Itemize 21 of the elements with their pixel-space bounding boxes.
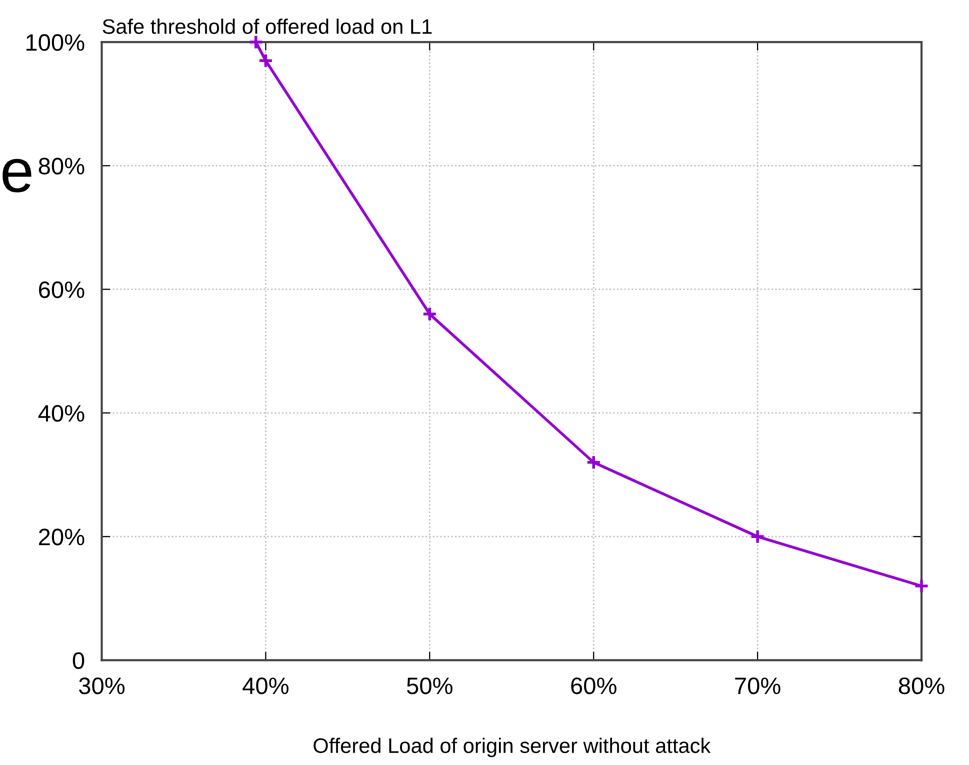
x-axis-title: Offered Load of origin server without attack [314, 738, 711, 758]
point [586, 454, 602, 470]
x-tick-label: 30% [79, 677, 125, 694]
y-tick-label: 100% [26, 34, 84, 51]
x-tick-label: 50% [406, 677, 452, 694]
y-tick-label: 0 [72, 652, 84, 669]
x-tick-label: 60% [571, 677, 616, 694]
point [248, 34, 264, 50]
x-tick-label: 40% [242, 677, 288, 694]
y-tick-label: 40% [38, 405, 84, 422]
y-tick-label: 80% [38, 158, 84, 174]
y-tick-label: 20% [39, 528, 84, 546]
y-tick-label: 60% [39, 281, 84, 298]
text: e [2, 158, 32, 192]
point [422, 306, 438, 322]
point [750, 528, 766, 544]
x-tick-label: 70% [735, 677, 780, 694]
point [914, 578, 930, 594]
x-tick-label: 80% [898, 677, 944, 694]
chart-title: Safe threshold of offered load on L1 [102, 18, 432, 34]
point [258, 52, 274, 68]
